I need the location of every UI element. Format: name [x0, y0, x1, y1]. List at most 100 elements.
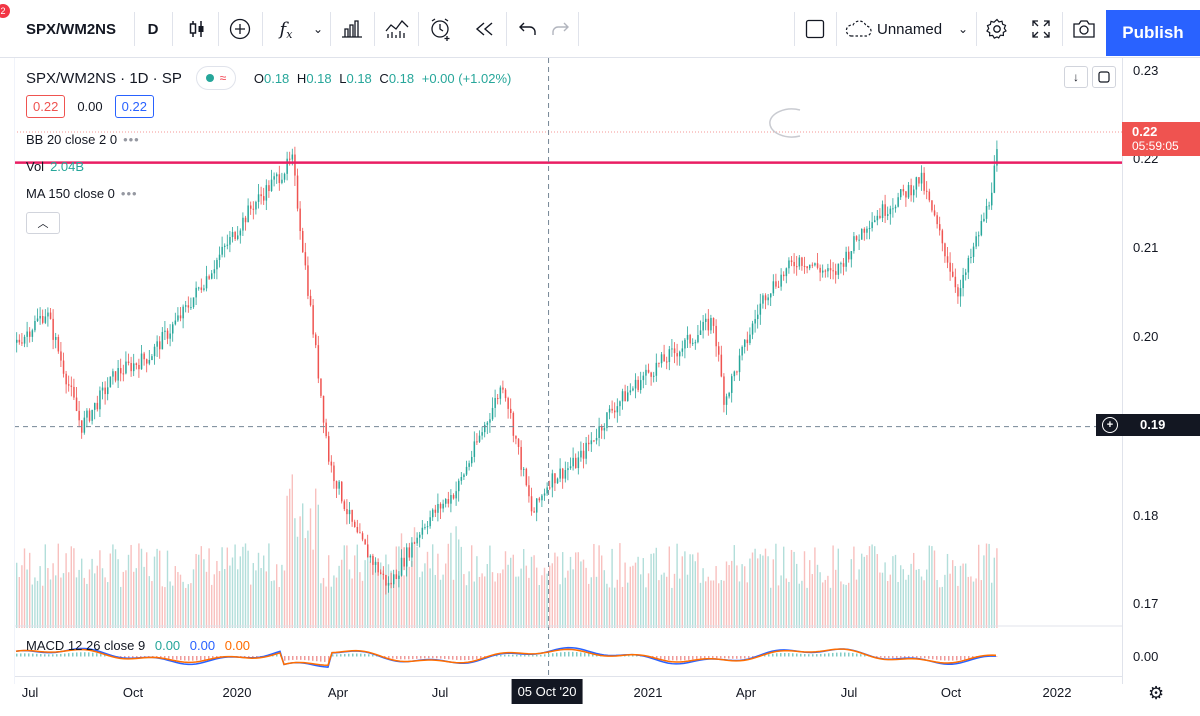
candle-body	[933, 210, 936, 216]
volume-bar	[159, 550, 161, 628]
candle-body	[16, 339, 18, 343]
volume-bar	[541, 575, 543, 628]
candle-body	[247, 205, 249, 223]
left-drawing-toolbar-edge	[0, 58, 15, 684]
time-axis[interactable]: Jul Oct 2020 Apr Jul 2021 Apr Jul Oct 20…	[14, 676, 1122, 709]
volume-bar	[18, 577, 20, 628]
notification-badge[interactable]: 2	[0, 4, 10, 18]
candle-body	[281, 179, 283, 183]
undo-icon[interactable]	[514, 12, 542, 46]
macd-histogram-bar	[476, 656, 478, 660]
time-label: Apr	[327, 685, 349, 700]
volume-bar	[993, 557, 995, 628]
bid-ask-boxes: 0.22 0.00 0.22	[26, 95, 154, 118]
candle-body	[551, 473, 554, 488]
compare-chart-icon[interactable]	[382, 12, 412, 46]
interval-button[interactable]: D	[147, 20, 159, 38]
snapshot-camera-icon[interactable]	[1068, 12, 1100, 46]
macd-histogram-bar	[460, 656, 462, 661]
templates-dropdown-chevron-icon[interactable]: ⌄	[312, 22, 324, 36]
candle-body	[224, 245, 226, 247]
price-chart-canvas[interactable]	[0, 58, 1122, 676]
add-compare-icon[interactable]	[226, 12, 254, 46]
volume-bar	[941, 586, 943, 628]
macd-histogram-bar	[100, 653, 102, 657]
volume-bar	[26, 569, 28, 628]
alert-clock-icon[interactable]	[426, 12, 456, 46]
volume-bar	[835, 569, 837, 628]
volume-bar	[447, 543, 449, 628]
time-label: Oct	[940, 685, 962, 700]
candle-body	[983, 218, 985, 222]
volume-bar	[770, 587, 772, 628]
macd-histogram-bar	[888, 656, 890, 659]
fullscreen-icon[interactable]	[1026, 12, 1056, 46]
volume-bar	[816, 564, 819, 628]
candle-body	[211, 273, 213, 279]
macd-histogram-bar	[716, 656, 718, 659]
collapse-legend-chevron-up-icon[interactable]: ︿	[26, 212, 60, 234]
buy-price-button[interactable]: 0.22	[114, 95, 154, 118]
volume-bar	[138, 543, 140, 628]
candle-body	[926, 190, 928, 192]
macd-histogram-bar	[168, 656, 170, 659]
macd-histogram-bar	[432, 656, 434, 659]
candle-body	[343, 501, 346, 510]
volume-bar	[499, 573, 501, 628]
macd-histogram-bar	[480, 656, 482, 659]
candle-body	[988, 205, 990, 207]
candle-body	[218, 254, 221, 260]
candle-body	[385, 574, 387, 586]
macd-histogram-bar	[152, 656, 154, 658]
volume-bar	[684, 551, 686, 628]
volume-bar	[897, 581, 899, 628]
toggle-maximize-icon[interactable]	[1092, 66, 1116, 88]
macd-histogram-bar	[836, 652, 838, 657]
layout-name-button[interactable]: Unnamed ⌄	[842, 12, 978, 46]
volume-bar	[822, 582, 824, 628]
volume-bar	[749, 558, 751, 628]
indicator-ma-legend[interactable]: MA 150 close 0 •••	[26, 186, 138, 201]
symbol-search-button[interactable]: SPX/WM2NS	[26, 20, 117, 38]
macd-histogram-bar	[852, 653, 854, 657]
candles-style-icon[interactable]	[182, 12, 212, 46]
more-options-icon[interactable]: •••	[120, 186, 138, 201]
volume-bar	[567, 570, 569, 628]
candle-body	[949, 262, 951, 272]
macd-histogram-bar	[536, 654, 538, 657]
indicator-volume-legend[interactable]: Vol 2.04B	[26, 159, 85, 174]
volume-bar	[208, 548, 210, 628]
chart-settings-gear-icon[interactable]: ⚙	[1148, 683, 1165, 703]
volume-bar	[645, 587, 647, 628]
volume-bar	[382, 570, 384, 628]
macd-histogram-bar	[60, 653, 62, 657]
macd-histogram-bar	[180, 656, 182, 661]
volume-bar	[702, 568, 704, 628]
volume-bar	[31, 584, 33, 628]
add-alert-plus-icon[interactable]: +	[1102, 417, 1118, 433]
macd-histogram-bar	[684, 656, 686, 661]
sell-price-button[interactable]: 0.22	[26, 95, 66, 118]
more-options-icon[interactable]: •••	[123, 132, 140, 147]
volume-bar	[234, 544, 236, 628]
market-status-pill[interactable]: ≈	[195, 66, 236, 90]
publish-button[interactable]: Publish	[1106, 10, 1200, 56]
indicator-macd-legend[interactable]: MACD 12 26 close 9 0.00 0.00 0.00	[26, 638, 251, 653]
scale-arrow-down-icon[interactable]: ↓	[1064, 66, 1088, 88]
redo-icon[interactable]	[546, 12, 574, 46]
replay-icon[interactable]	[470, 12, 500, 46]
candle-body	[822, 270, 824, 273]
volume-bar	[99, 550, 101, 628]
layout-select-icon[interactable]	[800, 12, 830, 46]
indicator-bb-legend[interactable]: BB 20 close 2 0 •••	[26, 132, 140, 147]
volume-bar	[663, 572, 665, 628]
financials-icon[interactable]	[338, 12, 366, 46]
macd-histogram-bar	[704, 656, 706, 659]
volume-bar	[294, 518, 296, 628]
price-axis[interactable]: 0.23 0.22 0.21 0.20 0.18 0.17 0.00	[1122, 58, 1200, 684]
candle-body	[424, 527, 426, 529]
volume-bar	[351, 578, 353, 628]
settings-gear-icon[interactable]	[982, 12, 1012, 46]
candle-body	[390, 582, 392, 585]
